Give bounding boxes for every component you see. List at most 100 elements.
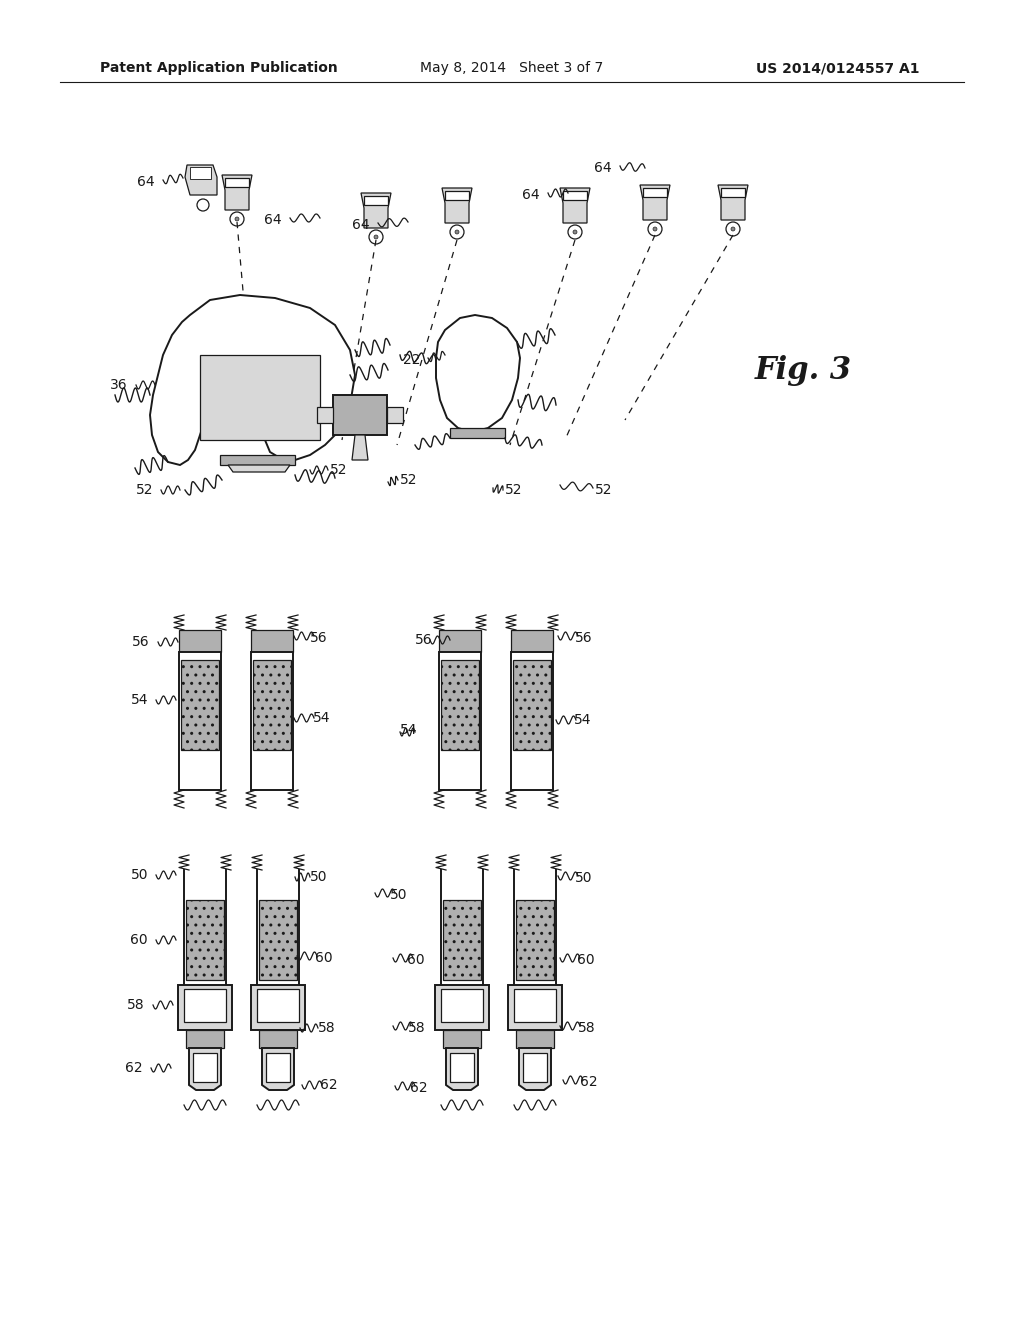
Text: 52: 52 (330, 463, 347, 477)
Bar (190, 168, 211, 180)
Text: 52: 52 (400, 473, 418, 487)
Bar (193, 1053, 217, 1082)
Bar (186, 1030, 224, 1048)
Bar (251, 630, 293, 652)
Text: 50: 50 (575, 871, 593, 884)
Text: 52: 52 (505, 483, 522, 498)
Text: 64: 64 (352, 218, 370, 232)
Text: 60: 60 (577, 953, 595, 968)
Circle shape (455, 230, 459, 234)
Polygon shape (446, 1048, 478, 1090)
Text: 52: 52 (595, 483, 612, 498)
Circle shape (230, 213, 244, 226)
Bar (266, 1053, 290, 1082)
Text: 58: 58 (578, 1020, 596, 1035)
Circle shape (362, 407, 381, 424)
Text: 36: 36 (111, 378, 128, 392)
Polygon shape (560, 187, 590, 223)
Text: May 8, 2014   Sheet 3 of 7: May 8, 2014 Sheet 3 of 7 (421, 61, 603, 75)
Text: 58: 58 (127, 998, 145, 1012)
Bar (513, 660, 551, 750)
Text: 50: 50 (130, 869, 148, 882)
Text: 62: 62 (410, 1081, 428, 1096)
Circle shape (234, 216, 239, 220)
Polygon shape (262, 1048, 294, 1090)
Text: 54: 54 (400, 723, 418, 737)
Bar (251, 985, 305, 1030)
Circle shape (573, 230, 577, 234)
Circle shape (731, 227, 735, 231)
Circle shape (368, 411, 376, 418)
Polygon shape (640, 185, 670, 220)
Bar (441, 660, 479, 750)
Bar (179, 652, 221, 789)
Circle shape (450, 224, 464, 239)
Polygon shape (222, 176, 252, 210)
Bar (186, 900, 224, 979)
Text: 58: 58 (408, 1020, 426, 1035)
Text: 50: 50 (390, 888, 408, 902)
Polygon shape (436, 315, 520, 432)
Text: 56: 56 (575, 631, 593, 645)
Text: 64: 64 (594, 161, 612, 176)
Bar (511, 652, 553, 789)
Bar (450, 1053, 474, 1082)
Bar (259, 1030, 297, 1048)
Circle shape (374, 235, 378, 239)
Circle shape (197, 199, 209, 211)
Text: 62: 62 (580, 1074, 598, 1089)
Polygon shape (361, 193, 391, 228)
Text: 54: 54 (130, 693, 148, 708)
Bar (443, 1030, 481, 1048)
Polygon shape (442, 187, 472, 223)
Polygon shape (352, 436, 368, 459)
Bar (563, 191, 587, 201)
Circle shape (474, 360, 482, 370)
Circle shape (474, 391, 482, 399)
Bar (435, 985, 489, 1030)
Text: 56: 56 (310, 631, 328, 645)
Bar (179, 630, 221, 652)
Text: 54: 54 (574, 713, 592, 727)
Bar (523, 1053, 547, 1082)
Polygon shape (220, 455, 295, 465)
Bar (364, 195, 388, 205)
Bar (721, 187, 745, 197)
Bar (178, 985, 232, 1030)
Polygon shape (450, 428, 505, 438)
Circle shape (295, 375, 305, 385)
Polygon shape (718, 185, 748, 220)
Text: 64: 64 (264, 213, 282, 227)
Text: Fig. 3: Fig. 3 (755, 355, 852, 385)
Text: 60: 60 (407, 953, 425, 968)
Bar (184, 989, 226, 1022)
Text: US 2014/0124557 A1: US 2014/0124557 A1 (757, 61, 920, 75)
Bar (225, 178, 249, 187)
Bar (441, 989, 483, 1022)
Text: 56: 56 (415, 634, 432, 647)
Text: 52: 52 (135, 483, 153, 498)
Circle shape (568, 224, 582, 239)
Text: 22: 22 (402, 352, 420, 367)
Bar (439, 652, 481, 789)
Bar (516, 1030, 554, 1048)
Circle shape (344, 411, 352, 418)
Bar (516, 900, 554, 979)
Circle shape (726, 222, 740, 236)
Text: 50: 50 (310, 870, 328, 884)
Text: 56: 56 (132, 635, 150, 649)
Text: 64: 64 (522, 187, 540, 202)
Polygon shape (228, 465, 290, 473)
Bar (511, 630, 553, 652)
Circle shape (339, 407, 357, 424)
Polygon shape (185, 165, 217, 195)
Bar (439, 630, 481, 652)
Polygon shape (317, 407, 333, 422)
Polygon shape (150, 294, 355, 465)
Circle shape (653, 227, 657, 231)
Text: 60: 60 (130, 933, 148, 946)
Text: 62: 62 (319, 1078, 338, 1092)
Text: 54: 54 (313, 711, 331, 725)
Circle shape (648, 222, 662, 236)
Circle shape (369, 230, 383, 244)
